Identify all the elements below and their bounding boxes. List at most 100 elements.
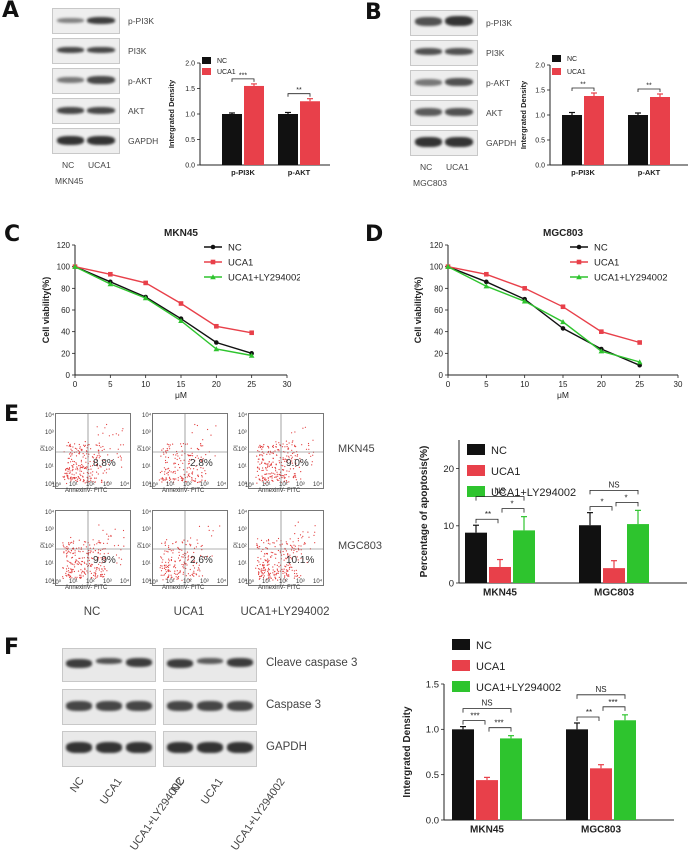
flow-event [192,471,194,473]
flow-x-tick: 10² [86,579,95,585]
flow-event [165,452,167,454]
flow-event [274,466,276,469]
flow-event [92,547,95,549]
flow-event [78,557,80,559]
flow-event [116,562,118,564]
flow-event [175,573,177,575]
y-axis-label: Intergrated Density [520,80,528,149]
flow-y-tick: 10³ [142,527,151,533]
flow-event [288,470,290,472]
flow-event [268,465,270,468]
flow-event [304,543,306,545]
flow-plot [55,413,131,489]
flow-event [271,466,273,468]
flow-event [76,448,78,450]
flow-event [98,524,100,526]
flow-event [98,457,100,459]
series-line [447,266,640,363]
flow-event [281,568,283,570]
flow-event [302,558,304,560]
flow-event [174,466,176,468]
flow-event [77,570,80,572]
flow-event [277,579,279,581]
legend-marker [210,244,216,250]
flow-event [198,568,200,570]
flow-event [160,574,162,576]
flow-event [101,459,103,461]
flow-event [163,467,165,469]
flow-event [93,574,95,576]
flow-event [293,547,295,549]
flow-event [264,473,266,475]
flow-event [80,576,82,578]
blot-band [227,701,253,711]
flow-event [291,456,293,458]
y-tick-label: 1.5 [185,86,195,93]
flow-event [66,468,68,470]
flow-event [298,549,300,551]
y-tick-label: 0.5 [185,137,195,144]
flow-event [96,455,98,457]
flow-event [219,525,221,527]
flow-event [260,569,262,571]
flow-event [68,543,70,545]
flow-event [295,569,297,571]
flow-event [113,545,116,547]
flow-event [258,571,260,573]
flow-event [303,543,305,545]
flow-event [288,568,290,570]
blot-strip [52,128,120,154]
flow-event [267,574,269,576]
flow-event [267,479,270,481]
flow-event [177,477,179,479]
flow-event [100,574,102,576]
flow-event [96,471,98,473]
flow-event [283,559,285,561]
flow-event [73,564,75,566]
flow-event [256,543,258,545]
significance-label: ** [485,510,491,519]
flow-event [62,576,64,578]
flow-event [258,458,260,460]
bar [650,97,670,165]
flow-x-tick: 10² [183,482,192,488]
flow-event [267,569,269,571]
flow-event [86,570,88,572]
flow-event [164,471,166,473]
flow-event [191,560,193,562]
flow-event [181,480,184,482]
flow-event [174,470,176,472]
flow-event [67,470,69,472]
significance-bracket [576,716,600,721]
flow-event [202,458,204,460]
flow-event [272,444,274,447]
flow-event [65,568,68,570]
flow-event [93,461,95,463]
flow-event [285,550,287,552]
flow-event [88,444,90,446]
flow-event [261,454,263,456]
flow-event [196,539,198,541]
flow-event [263,555,265,557]
flow-event [188,460,190,462]
flow-event [187,556,189,558]
flow-event [287,570,289,572]
flow-event [68,567,70,569]
flow-event [98,569,100,571]
flow-event [257,560,259,562]
flow-event [100,549,102,551]
flow-event [170,478,172,480]
apoptosis-percent: 8.8% [93,458,116,469]
flow-event [263,444,265,446]
flow-event [120,549,122,551]
flow-event [181,450,183,452]
flow-event [278,477,281,479]
flow-event [70,445,72,448]
flow-event [110,534,112,537]
flow-event [118,557,120,559]
bar [222,114,242,165]
flow-event [96,567,98,569]
flow-event [258,446,260,448]
flow-event [80,461,82,463]
significance-bracket [231,78,255,82]
